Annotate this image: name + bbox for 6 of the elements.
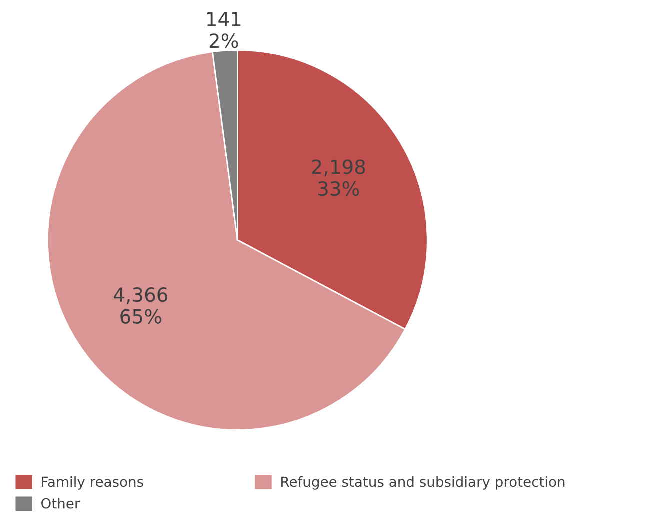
- legend-label: Other: [42, 498, 80, 509]
- data-label: 141 2%: [207, 12, 241, 48]
- legend-label: Family reasons: [42, 476, 144, 490]
- legend-label: Refugee status and subsidiary protection: [282, 476, 565, 490]
- data-label: 2,198 33%: [312, 160, 366, 196]
- data-label: 4,366 65%: [114, 287, 168, 324]
